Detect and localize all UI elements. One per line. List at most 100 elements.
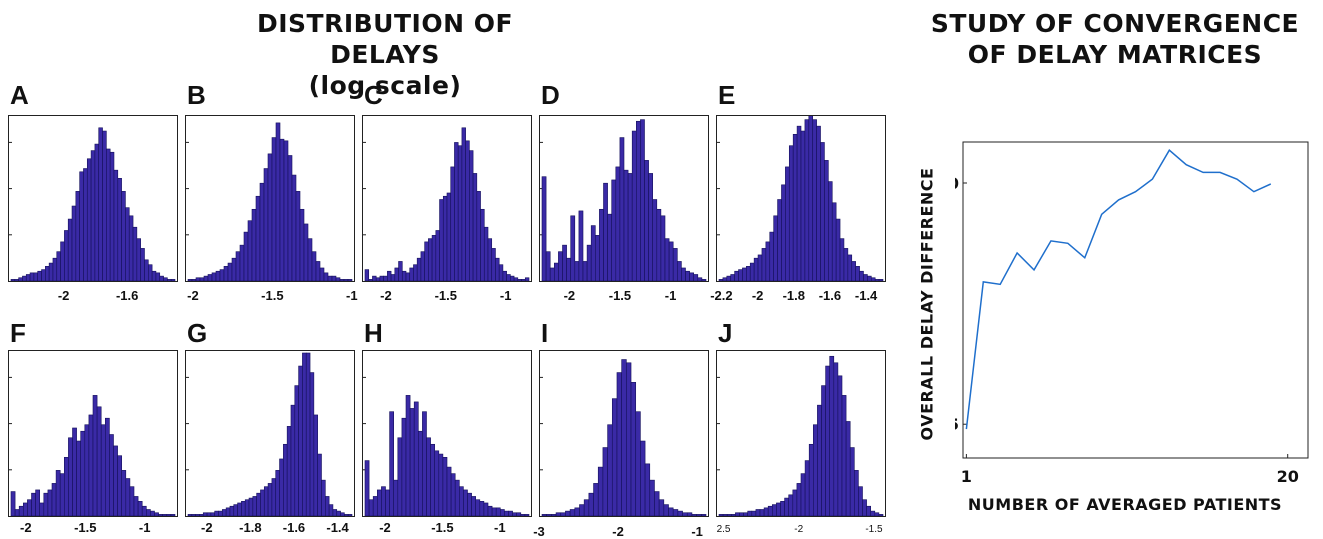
histogram-bar xyxy=(824,160,829,281)
histogram-bar xyxy=(340,512,345,516)
histogram-bar xyxy=(151,270,157,281)
histogram-bar xyxy=(307,238,313,281)
histogram-bar xyxy=(90,150,96,281)
histogram-bar xyxy=(569,509,576,516)
histogram-bar xyxy=(86,158,92,281)
histogram-bar xyxy=(735,512,740,516)
histogram-bar xyxy=(191,279,197,281)
histogram-bar xyxy=(364,460,370,516)
histogram-bar xyxy=(83,168,88,281)
histogram-bar xyxy=(295,191,301,281)
histogram-bar xyxy=(457,145,463,281)
histogram-bar xyxy=(94,143,100,281)
histogram-bar xyxy=(796,483,802,516)
panel-label-i: I xyxy=(541,318,549,348)
histogram-bar xyxy=(640,119,645,281)
histogram-bar xyxy=(560,512,566,516)
histogram-bar xyxy=(495,257,500,281)
histogram-bar xyxy=(22,275,27,281)
histogram-bar xyxy=(461,127,466,281)
histogram-bar xyxy=(603,182,608,281)
x-tick-label: -1.5 xyxy=(261,288,284,303)
x-tick-label: -1.6 xyxy=(282,520,306,535)
histogram-bar xyxy=(159,275,164,281)
histogram-bar xyxy=(271,137,277,281)
x-tick-label: -2 xyxy=(57,288,70,303)
histogram-bar xyxy=(663,504,669,516)
histogram-bar xyxy=(241,501,246,516)
x-tick-label: -1.5 xyxy=(431,520,454,535)
histogram-bar xyxy=(586,244,592,281)
histogram-bar xyxy=(808,443,814,516)
histogram-bar xyxy=(761,248,767,281)
histogram-bar xyxy=(731,514,736,516)
histogram-bar xyxy=(267,483,273,516)
histogram-bar xyxy=(100,424,106,516)
histogram-bar xyxy=(167,279,172,281)
histogram-bar xyxy=(763,507,769,516)
histogram-bar xyxy=(158,514,164,516)
histogram-bar xyxy=(597,466,604,516)
histogram-bar xyxy=(590,225,596,281)
histogram-bar xyxy=(693,274,699,281)
histogram-bar xyxy=(394,267,399,281)
histogram-bar xyxy=(747,510,753,516)
histogram-bar xyxy=(235,251,241,281)
histogram-bar xyxy=(626,362,632,516)
histogram-bar xyxy=(140,248,145,281)
histogram-bar xyxy=(682,512,688,516)
panel-label-f: F xyxy=(10,318,26,348)
histogram-bar xyxy=(344,514,349,516)
histogram-bar xyxy=(303,223,309,281)
histogram-panel-e xyxy=(716,115,886,282)
histogram-bar xyxy=(424,241,429,281)
histogram-bar xyxy=(520,514,526,516)
x-tick-label: -1.8 xyxy=(782,288,805,303)
histogram-bar xyxy=(397,437,403,516)
histogram-bar xyxy=(199,277,205,281)
histogram-bar xyxy=(106,148,111,281)
histogram-bar xyxy=(251,208,257,281)
histogram-bar xyxy=(621,359,627,516)
histogram-bar xyxy=(813,424,818,516)
histogram-bar xyxy=(739,512,744,516)
histogram-bar xyxy=(788,145,794,281)
histogram-bar xyxy=(271,478,277,516)
histogram-bar xyxy=(566,257,572,281)
histogram-bar xyxy=(155,272,161,281)
histogram-bar xyxy=(170,514,176,516)
histogram-bar xyxy=(870,277,876,281)
histogram-bar xyxy=(442,195,448,281)
histogram-bar xyxy=(302,352,307,516)
histogram-panel-a xyxy=(8,115,178,282)
histogram-panel-b xyxy=(185,115,355,282)
histogram-bar xyxy=(471,496,476,516)
histogram-bar xyxy=(660,215,666,281)
histogram-bar xyxy=(59,473,65,516)
histogram-bar xyxy=(796,125,802,281)
histogram-bar xyxy=(579,504,585,516)
histogram-bar xyxy=(439,199,444,281)
histogram-bar xyxy=(549,267,555,281)
histogram-panel-f xyxy=(8,350,178,517)
x-tick-label: -1.5 xyxy=(865,524,883,535)
histogram-bar xyxy=(63,457,69,516)
histogram-bar xyxy=(275,470,280,516)
histogram-bar xyxy=(677,261,682,281)
histogram-bar xyxy=(672,248,678,281)
histogram-bar xyxy=(121,470,127,516)
histogram-bar xyxy=(578,210,584,281)
panel-label-a: A xyxy=(10,80,29,110)
histogram-bar xyxy=(668,241,674,281)
histogram-bar xyxy=(136,238,141,281)
histogram-bar xyxy=(476,191,481,281)
histogram-bar xyxy=(751,510,757,516)
histogram-bar xyxy=(364,269,370,281)
histogram-bar xyxy=(574,507,580,516)
histogram-bar xyxy=(96,406,102,516)
histogram-bar xyxy=(565,510,571,516)
histogram-bar xyxy=(524,514,530,516)
panel-label-b: B xyxy=(187,80,206,110)
histogram-bar xyxy=(35,489,41,516)
histogram-bar xyxy=(730,274,735,281)
